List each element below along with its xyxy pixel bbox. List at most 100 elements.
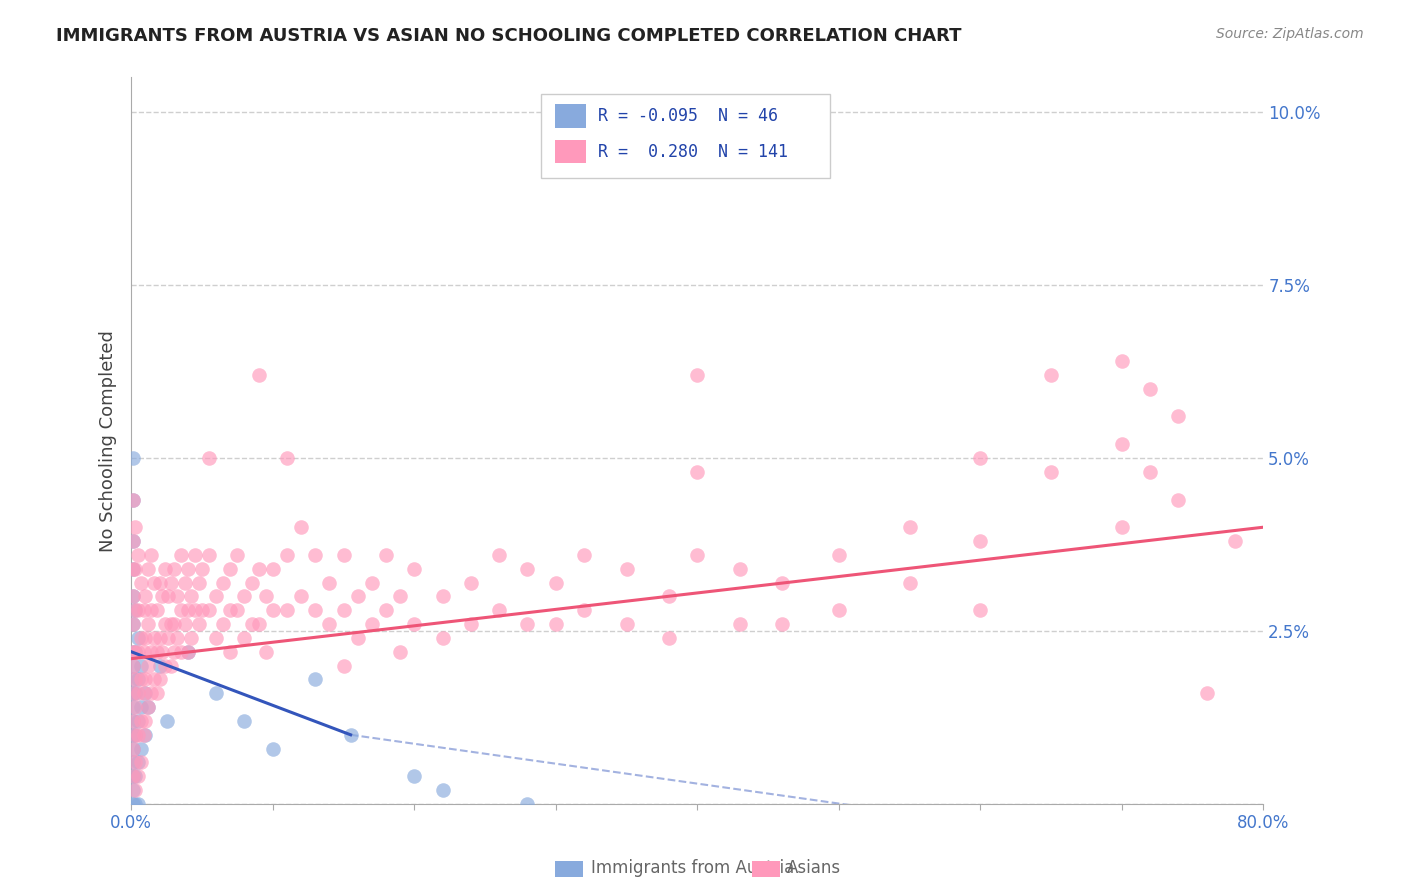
Point (121, 492, 143, 507)
Point (1139, 465, 1161, 479)
Point (290, 520, 312, 534)
Point (121, 686, 143, 700)
Point (121, 492, 143, 507)
Point (1167, 409, 1189, 424)
Text: R = -0.095  N = 46: R = -0.095 N = 46 (598, 107, 778, 125)
Point (404, 562, 426, 576)
Point (516, 562, 538, 576)
Point (121, 658, 143, 673)
Point (276, 603, 298, 617)
Point (124, 728, 146, 742)
Point (1195, 686, 1218, 700)
Point (163, 562, 186, 576)
Point (770, 575, 793, 590)
Point (121, 756, 143, 770)
Point (389, 645, 412, 659)
Point (129, 756, 152, 770)
Point (132, 728, 155, 742)
Point (121, 590, 143, 604)
Point (516, 617, 538, 632)
Point (121, 645, 143, 659)
Point (219, 562, 242, 576)
Point (127, 548, 149, 562)
Point (389, 590, 412, 604)
Point (233, 714, 256, 728)
Point (177, 645, 200, 659)
Point (898, 575, 921, 590)
Point (488, 603, 510, 617)
Point (155, 562, 177, 576)
Point (262, 562, 284, 576)
Point (121, 562, 143, 576)
Point (132, 645, 155, 659)
Point (572, 603, 595, 617)
Point (136, 700, 159, 714)
Text: R =  0.280  N = 141: R = 0.280 N = 141 (598, 143, 787, 161)
Point (150, 590, 173, 604)
Point (124, 756, 146, 770)
Point (188, 617, 211, 632)
Point (686, 548, 709, 562)
Point (219, 603, 242, 617)
Point (544, 617, 567, 632)
Point (170, 645, 193, 659)
Point (136, 617, 159, 632)
Point (160, 575, 183, 590)
Point (134, 714, 156, 728)
Point (121, 450, 143, 465)
Point (145, 603, 167, 617)
Point (127, 645, 149, 659)
Point (121, 769, 143, 783)
Text: Asians: Asians (787, 859, 841, 877)
Point (198, 548, 221, 562)
Point (276, 548, 298, 562)
Point (898, 520, 921, 534)
Point (134, 728, 156, 742)
Point (160, 658, 183, 673)
Point (247, 617, 270, 632)
Point (134, 590, 156, 604)
Point (136, 562, 159, 576)
Point (240, 617, 263, 632)
Point (127, 686, 149, 700)
Point (205, 590, 228, 604)
Point (139, 686, 162, 700)
Point (148, 575, 170, 590)
Point (132, 686, 155, 700)
Point (304, 548, 326, 562)
Point (219, 645, 242, 659)
Point (516, 797, 538, 811)
Point (1040, 368, 1063, 382)
Point (332, 548, 354, 562)
Point (174, 575, 197, 590)
Point (121, 714, 143, 728)
Point (121, 534, 143, 549)
Point (127, 797, 149, 811)
Point (170, 548, 193, 562)
Point (432, 631, 454, 645)
Point (360, 575, 382, 590)
Point (121, 769, 143, 783)
Point (262, 741, 284, 756)
Point (121, 673, 143, 687)
Point (121, 645, 143, 659)
Point (460, 575, 482, 590)
Point (155, 658, 177, 673)
Point (180, 631, 202, 645)
Point (121, 617, 143, 632)
Point (460, 617, 482, 632)
Point (127, 673, 149, 687)
Point (177, 562, 200, 576)
Point (121, 783, 143, 797)
Point (132, 603, 155, 617)
Point (276, 450, 298, 465)
Point (1223, 534, 1246, 549)
Point (129, 658, 152, 673)
Point (134, 686, 156, 700)
Point (121, 728, 143, 742)
Point (318, 617, 340, 632)
Point (290, 590, 312, 604)
Point (616, 617, 638, 632)
Point (212, 575, 235, 590)
Point (142, 631, 165, 645)
